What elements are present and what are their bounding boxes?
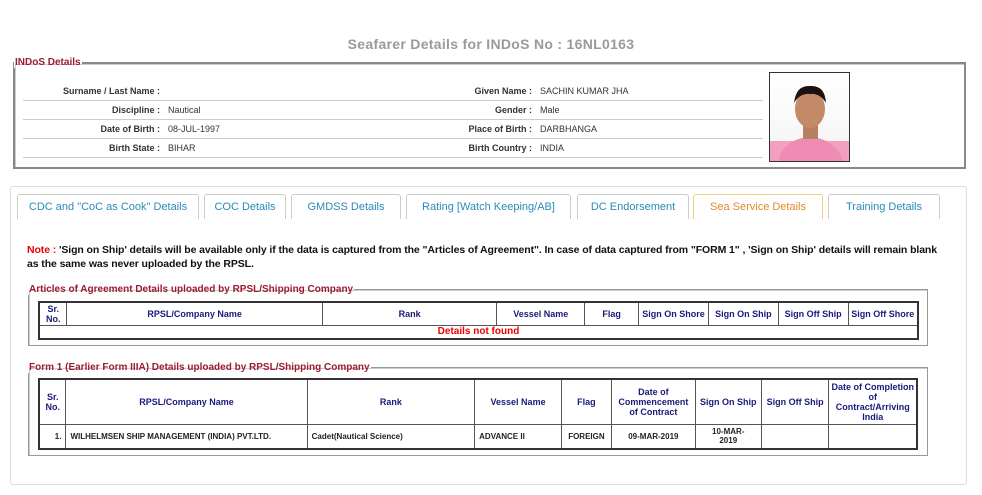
cell-commencement: 09-MAR-2019 <box>610 423 696 450</box>
tab-cdc-coc-cook[interactable]: CDC and "CoC as Cook" Details <box>17 194 199 219</box>
discipline-value: Nautical <box>168 105 201 115</box>
pob-label: Place of Birth : <box>468 124 532 134</box>
aoa-table: Sr. No. RPSL/Company Name Rank Vessel Na… <box>38 301 919 340</box>
col-company: RPSL/Company Name <box>65 378 308 425</box>
cell-sign-off-ship <box>760 423 830 450</box>
detail-row: Surname / Last Name : Given Name : SACHIN… <box>23 82 763 101</box>
col-commencement: Date of Commencement of Contract <box>610 378 696 425</box>
note-body: 'Sign on Ship' details will be available… <box>27 244 937 270</box>
form1-table: Sr. No. RPSL/Company Name Rank Vessel Na… <box>38 378 918 450</box>
tab-dc-endorsement[interactable]: DC Endorsement <box>577 194 689 219</box>
dob-value: 08-JUL-1997 <box>168 124 221 134</box>
form1-legend: Form 1 (Earlier Form IIIA) Details uploa… <box>29 362 370 373</box>
tab-training[interactable]: Training Details <box>828 194 940 219</box>
col-vessel: Vessel Name <box>474 378 562 425</box>
cell-flag: FOREIGN <box>560 423 612 450</box>
col-sr-no: Sr. No. <box>38 378 67 425</box>
note-label: Note : <box>27 244 57 256</box>
given-name-label: Given Name : <box>474 86 532 96</box>
gender-label: Gender : <box>494 105 532 115</box>
details-not-found: Details not found <box>38 324 919 340</box>
birth-country-value: INDIA <box>540 143 565 153</box>
form1-section: Form 1 (Earlier Form IIIA) Details uploa… <box>28 362 928 456</box>
col-flag: Flag <box>560 378 612 425</box>
tab-coc[interactable]: COC Details <box>204 194 286 219</box>
detail-row: Date of Birth : 08-JUL-1997 Place of Birt… <box>23 120 763 139</box>
cell-company: WILHELMSEN SHIP MANAGEMENT (INDIA) PVT.L… <box>65 423 308 450</box>
col-rank: Rank <box>321 301 498 326</box>
birth-state-label: Birth State : <box>108 143 160 153</box>
cell-vessel: ADVANCE II <box>474 423 562 450</box>
surname-label: Surname / Last Name : <box>62 86 160 96</box>
col-company: RPSL/Company Name <box>66 301 323 326</box>
pob-value: DARBHANGA <box>540 124 598 134</box>
dob-label: Date of Birth : <box>100 124 161 134</box>
col-sign-on-ship: Sign On Ship <box>707 301 779 326</box>
col-sign-off-ship: Sign Off Ship <box>777 301 849 326</box>
col-rank: Rank <box>306 378 476 425</box>
gender-value: Male <box>540 105 560 115</box>
col-sign-off-ship: Sign Off Ship <box>760 378 830 425</box>
tab-sea-service[interactable]: Sea Service Details <box>693 194 823 219</box>
detail-row: Discipline : Nautical Gender : Male <box>23 101 763 120</box>
col-vessel: Vessel Name <box>496 301 586 326</box>
note-text: Note : 'Sign on Ship' details will be av… <box>27 243 937 271</box>
cell-sign-on-ship: 10-MAR-2019 <box>694 423 762 450</box>
col-sign-off-shore: Sign Off Shore <box>847 301 919 326</box>
col-sr-no: Sr. No. <box>38 301 68 326</box>
detail-row: Birth State : BIHAR Birth Country : INDIA <box>23 139 763 158</box>
aoa-section: Articles of Agreement Details uploaded b… <box>28 284 928 346</box>
tab-rating[interactable]: Rating [Watch Keeping/AB] <box>406 194 571 219</box>
col-sign-on-ship: Sign On Ship <box>694 378 762 425</box>
col-completion: Date of Completion of Contract/Arriving … <box>828 378 918 425</box>
birth-state-value: BIHAR <box>168 143 196 153</box>
indos-details-section: INDoS Details Surname / Last Name : Give… <box>13 57 966 169</box>
col-flag: Flag <box>584 301 640 326</box>
seafarer-photo <box>769 72 850 162</box>
cell-rank: Cadet(Nautical Science) <box>306 423 476 450</box>
discipline-label: Discipline : <box>111 105 160 115</box>
given-name-value: SACHIN KUMAR JHA <box>540 86 629 96</box>
page-title: Seafarer Details for INDoS No : 16NL0163 <box>347 36 635 52</box>
tab-panel <box>10 186 967 485</box>
cell-sr-no: 1. <box>38 423 67 450</box>
cell-completion <box>828 423 918 450</box>
birth-country-label: Birth Country : <box>468 143 533 153</box>
aoa-legend: Articles of Agreement Details uploaded b… <box>29 284 354 295</box>
col-sign-on-shore: Sign On Shore <box>638 301 709 326</box>
table-row: 1. WILHELMSEN SHIP MANAGEMENT (INDIA) PV… <box>38 423 918 450</box>
tab-gmdss[interactable]: GMDSS Details <box>291 194 401 219</box>
indos-legend: INDoS Details <box>15 57 81 68</box>
